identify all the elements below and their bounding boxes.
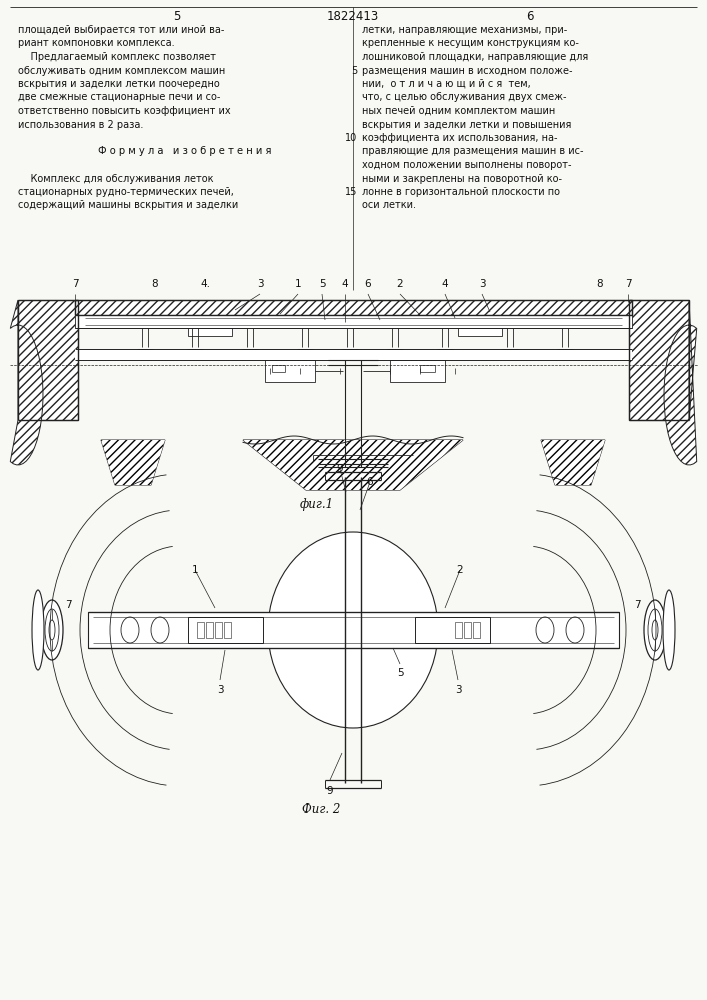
- Text: лошниковой площадки, направляющие для: лошниковой площадки, направляющие для: [362, 52, 588, 62]
- Bar: [224, 622, 231, 638]
- Text: коэффициента их использования, на-: коэффициента их использования, на-: [362, 133, 558, 143]
- Text: 9: 9: [327, 786, 333, 796]
- Text: 3: 3: [216, 685, 223, 695]
- Text: вскрытия и заделки летки и повышения: вскрытия и заделки летки и повышения: [362, 119, 571, 129]
- Text: размещения машин в исходном положе-: размещения машин в исходном положе-: [362, 66, 573, 76]
- Text: обслуживать одним комплексом машин: обслуживать одним комплексом машин: [18, 66, 226, 76]
- Bar: [473, 622, 480, 638]
- Ellipse shape: [652, 620, 658, 640]
- Bar: [215, 622, 222, 638]
- Text: 6: 6: [365, 279, 371, 289]
- Text: Предлагаемый комплекс позволяет: Предлагаемый комплекс позволяет: [18, 52, 216, 62]
- Text: 3: 3: [455, 685, 461, 695]
- Text: стационарных рудно-термических печей,: стационарных рудно-термических печей,: [18, 187, 234, 197]
- Text: 1: 1: [295, 279, 301, 289]
- Polygon shape: [101, 440, 165, 485]
- Polygon shape: [541, 440, 605, 485]
- Bar: [415, 617, 490, 643]
- Bar: [458, 328, 502, 336]
- Text: ными и закреплены на поворотной ко-: ными и закреплены на поворотной ко-: [362, 174, 562, 184]
- Ellipse shape: [566, 617, 584, 643]
- Text: ходном положении выполнены поворот-: ходном положении выполнены поворот-: [362, 160, 571, 170]
- Bar: [197, 622, 204, 638]
- Text: Фиг. 2: Фиг. 2: [302, 803, 340, 816]
- Text: 8: 8: [597, 279, 603, 289]
- Text: 4: 4: [341, 279, 349, 289]
- Text: 5: 5: [173, 10, 181, 23]
- Text: Ф о р м у л а   и з о б р е т е н и я: Ф о р м у л а и з о б р е т е н и я: [98, 146, 271, 156]
- Bar: [464, 622, 471, 638]
- Polygon shape: [664, 300, 696, 465]
- Ellipse shape: [121, 617, 139, 643]
- Bar: [188, 328, 232, 336]
- Text: 9: 9: [337, 464, 344, 474]
- Text: 2: 2: [397, 279, 403, 289]
- Text: 5: 5: [319, 279, 325, 289]
- Text: 2: 2: [457, 565, 463, 575]
- Bar: [629, 300, 689, 420]
- Ellipse shape: [663, 590, 675, 670]
- Text: 4: 4: [442, 279, 448, 289]
- Text: лонне в горизонтальной плоскости по: лонне в горизонтальной плоскости по: [362, 187, 560, 197]
- Bar: [206, 622, 213, 638]
- Bar: [75, 349, 632, 360]
- Ellipse shape: [644, 600, 666, 660]
- Polygon shape: [11, 300, 43, 465]
- Text: 15: 15: [344, 187, 357, 197]
- Text: нии,  о т л и ч а ю щ и й с я  тем,: нии, о т л и ч а ю щ и й с я тем,: [362, 79, 531, 89]
- Text: использования в 2 раза.: использования в 2 раза.: [18, 119, 144, 129]
- Text: фиг.1: фиг.1: [300, 498, 334, 511]
- Text: риант компоновки комплекса.: риант компоновки комплекса.: [18, 38, 175, 48]
- Text: 5: 5: [397, 668, 403, 678]
- Text: вскрытия и заделки летки поочередно: вскрытия и заделки летки поочередно: [18, 79, 220, 89]
- Ellipse shape: [41, 600, 63, 660]
- Polygon shape: [243, 440, 463, 490]
- Text: 8: 8: [152, 279, 158, 289]
- Polygon shape: [101, 440, 165, 485]
- Bar: [455, 622, 462, 638]
- Text: 7: 7: [633, 600, 641, 610]
- Text: площадей выбирается тот или иной ва-: площадей выбирается тот или иной ва-: [18, 25, 224, 35]
- Text: 1822413: 1822413: [327, 10, 379, 23]
- Text: 1: 1: [192, 565, 198, 575]
- Text: Комплекс для обслуживания леток: Комплекс для обслуживания леток: [18, 174, 214, 184]
- Text: 7: 7: [625, 279, 631, 289]
- Text: две смежные стационарные печи и со-: две смежные стационарные печи и со-: [18, 93, 221, 103]
- Text: 7: 7: [64, 600, 71, 610]
- Ellipse shape: [151, 617, 169, 643]
- Bar: [188, 617, 263, 643]
- Text: что, с целью обслуживания двух смеж-: что, с целью обслуживания двух смеж-: [362, 93, 566, 103]
- Ellipse shape: [536, 617, 554, 643]
- Text: 3: 3: [257, 279, 263, 289]
- Text: 4.: 4.: [200, 279, 210, 289]
- Text: ответственно повысить коэффициент их: ответственно повысить коэффициент их: [18, 106, 230, 116]
- Text: ных печей одним комплектом машин: ных печей одним комплектом машин: [362, 106, 555, 116]
- Text: 6: 6: [526, 10, 534, 23]
- Ellipse shape: [32, 590, 44, 670]
- Text: правляющие для размещения машин в ис-: правляющие для размещения машин в ис-: [362, 146, 583, 156]
- Ellipse shape: [648, 609, 662, 651]
- Ellipse shape: [45, 609, 59, 651]
- Text: 5: 5: [351, 66, 357, 76]
- Text: 6: 6: [367, 477, 373, 487]
- Text: летки, направляющие механизмы, при-: летки, направляющие механизмы, при-: [362, 25, 567, 35]
- Polygon shape: [541, 440, 605, 485]
- Bar: [363, 453, 413, 461]
- Ellipse shape: [268, 532, 438, 728]
- Polygon shape: [243, 440, 463, 490]
- Text: крепленные к несущим конструкциям ко-: крепленные к несущим конструкциям ко-: [362, 38, 579, 48]
- Text: 3: 3: [479, 279, 485, 289]
- Text: 7: 7: [71, 279, 78, 289]
- Text: 10: 10: [345, 133, 357, 143]
- Text: содержащий машины вскрытия и заделки: содержащий машины вскрытия и заделки: [18, 200, 238, 211]
- Bar: [18, 300, 78, 420]
- Bar: [265, 360, 315, 382]
- Bar: [390, 360, 445, 382]
- Bar: [88, 612, 619, 648]
- Text: оси летки.: оси летки.: [362, 200, 416, 211]
- Bar: [75, 300, 632, 315]
- Ellipse shape: [49, 620, 55, 640]
- Bar: [75, 315, 632, 328]
